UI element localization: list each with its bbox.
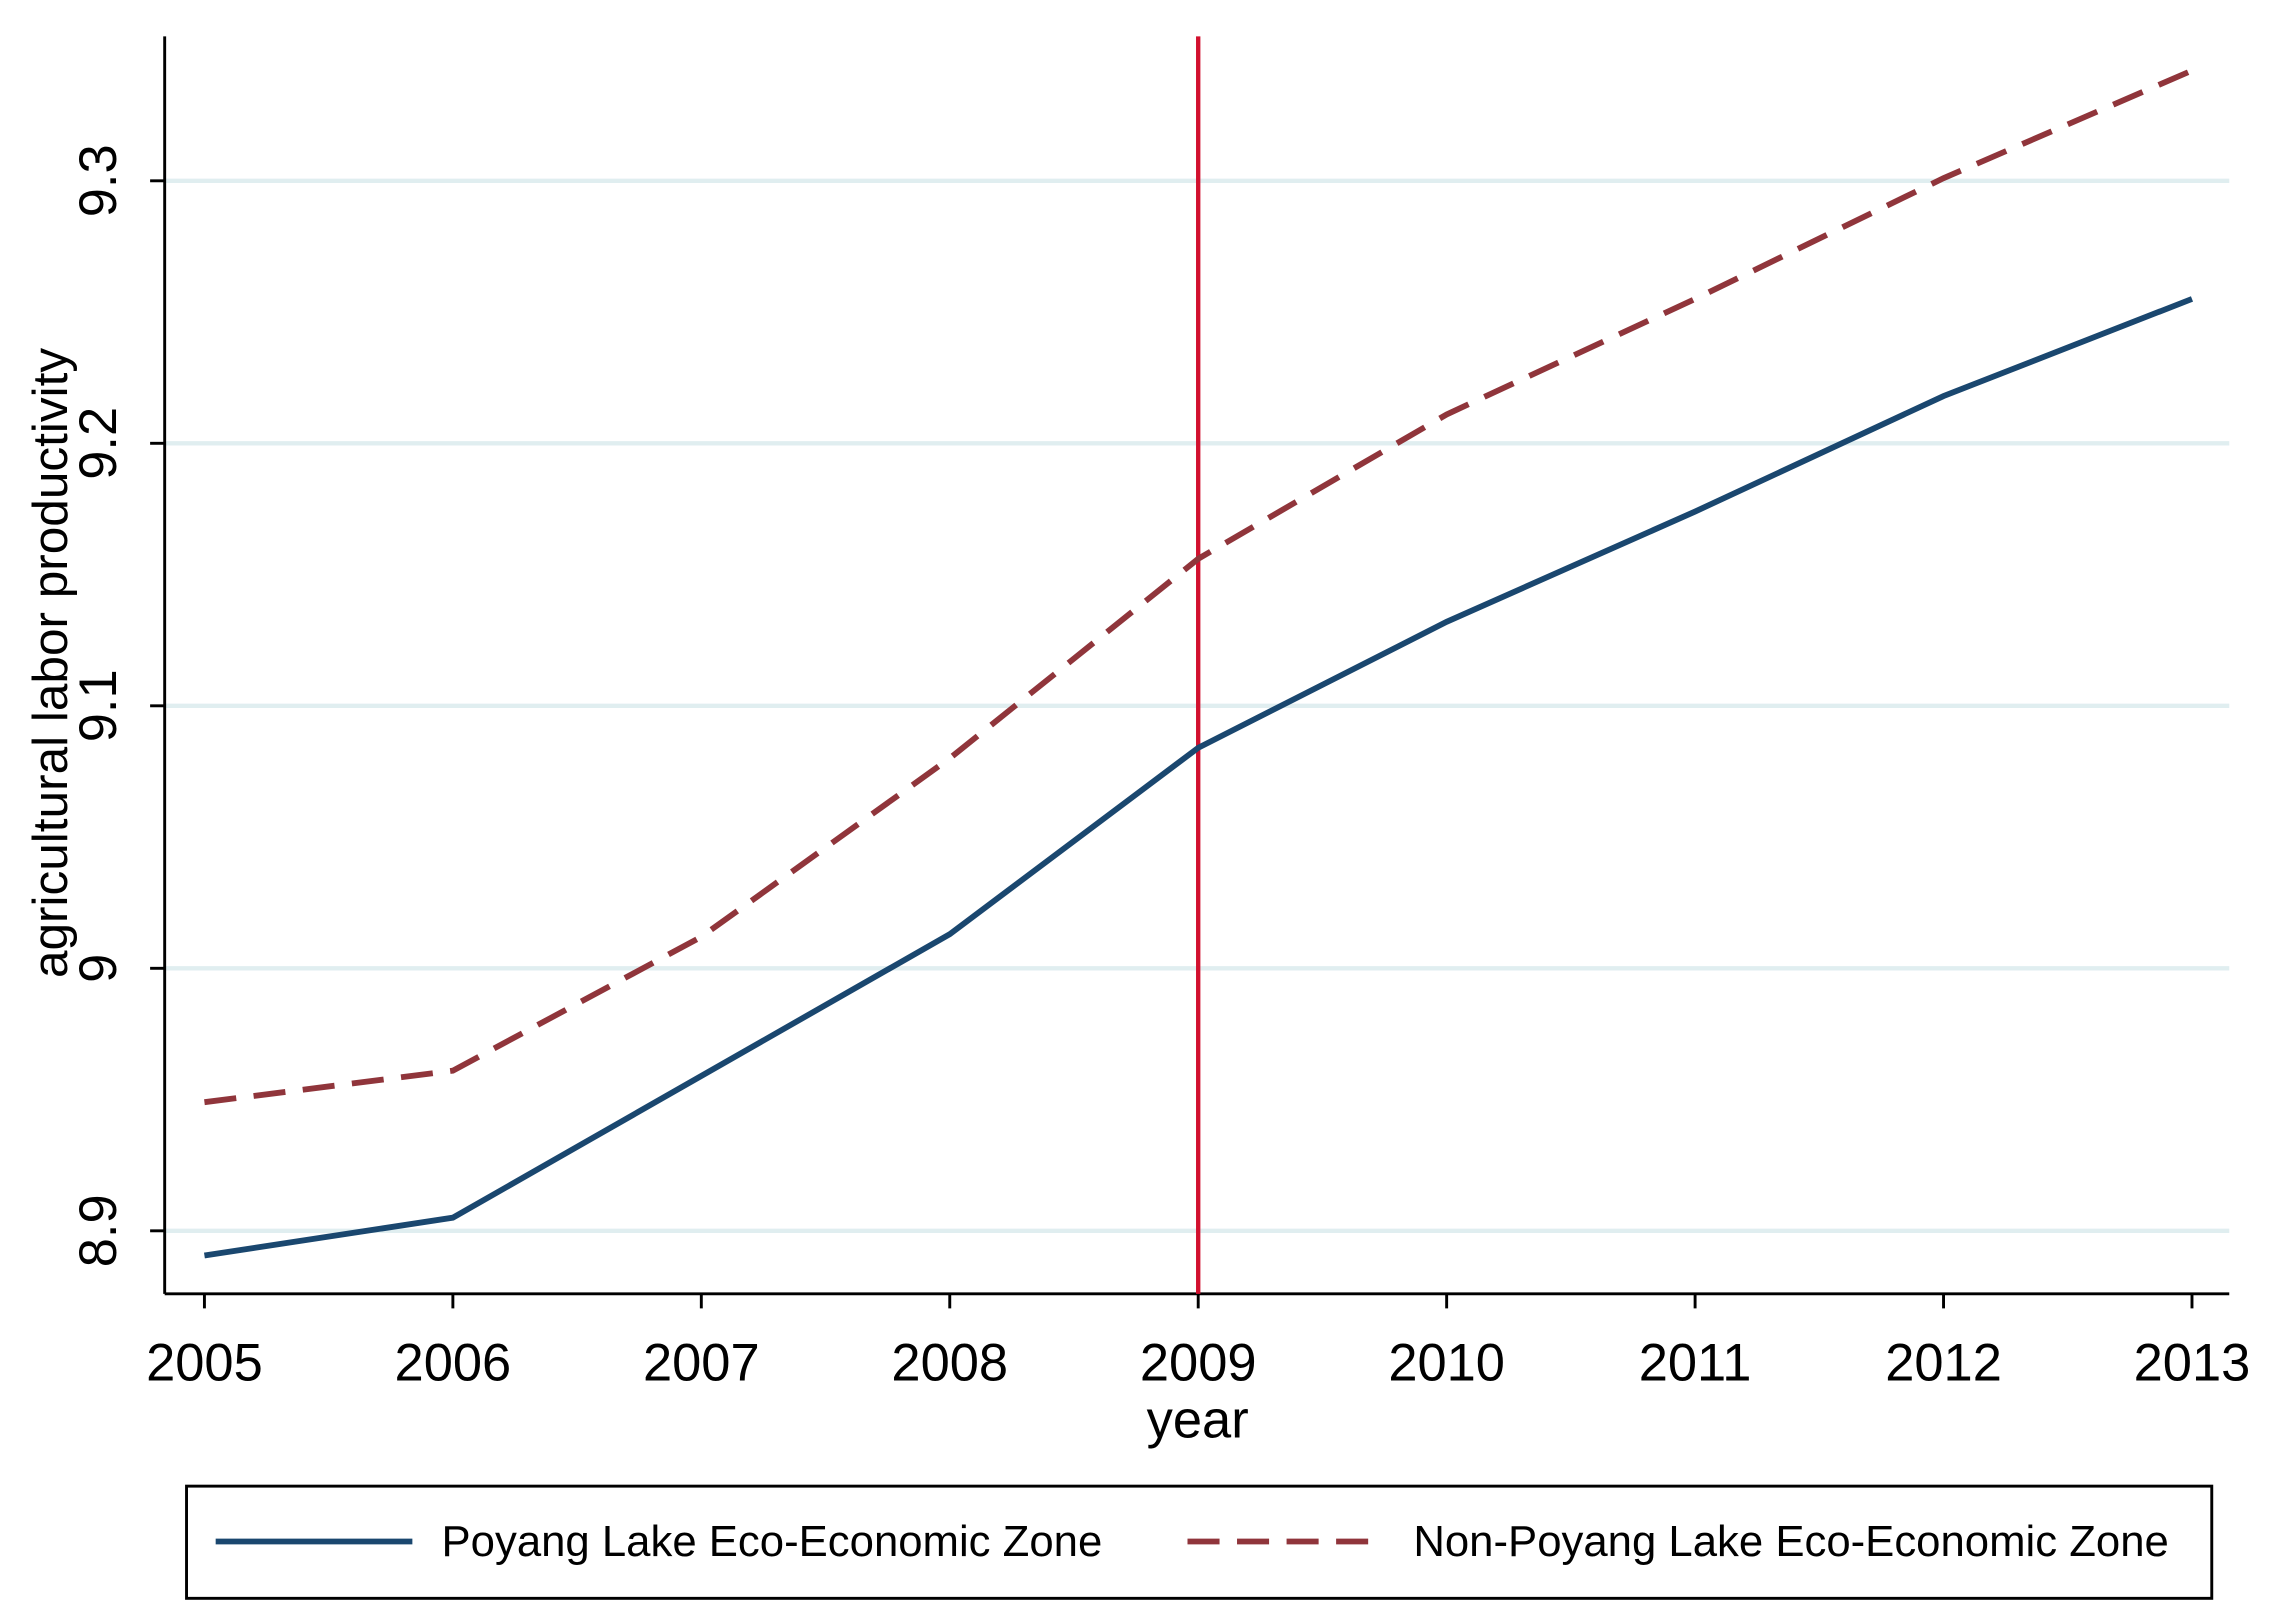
y-tick-label: 9.2 <box>70 407 128 480</box>
y-axis-title: agricultural labor productivity <box>23 348 78 978</box>
legend-label: Poyang Lake Eco-Economic Zone <box>442 1517 1103 1566</box>
x-tick-label: 2005 <box>146 1335 263 1393</box>
y-tick-label: 9 <box>70 954 128 983</box>
legend-box <box>185 1484 2214 1600</box>
series-line <box>204 67 2194 1106</box>
y-tick-label: 9.1 <box>70 669 128 742</box>
x-tick-label: 2009 <box>1140 1335 1257 1393</box>
y-tick-label: 8.9 <box>70 1194 128 1267</box>
x-tick-label: 2012 <box>1885 1335 2002 1393</box>
x-axis-title: year <box>1147 1391 1249 1449</box>
x-tick-label: 2008 <box>891 1335 1008 1393</box>
legend-label: Non-Poyang Lake Eco-Economic Zone <box>1413 1517 2169 1566</box>
x-tick-label: 2010 <box>1388 1335 1505 1393</box>
y-tick-label: 9.3 <box>70 144 128 217</box>
x-tick-label: 2007 <box>643 1335 760 1393</box>
x-tick-label: 2006 <box>395 1335 512 1393</box>
x-tick-label: 2011 <box>1639 1335 1752 1393</box>
series-line <box>203 296 2194 1259</box>
x-tick-label: 2013 <box>2134 1335 2251 1393</box>
